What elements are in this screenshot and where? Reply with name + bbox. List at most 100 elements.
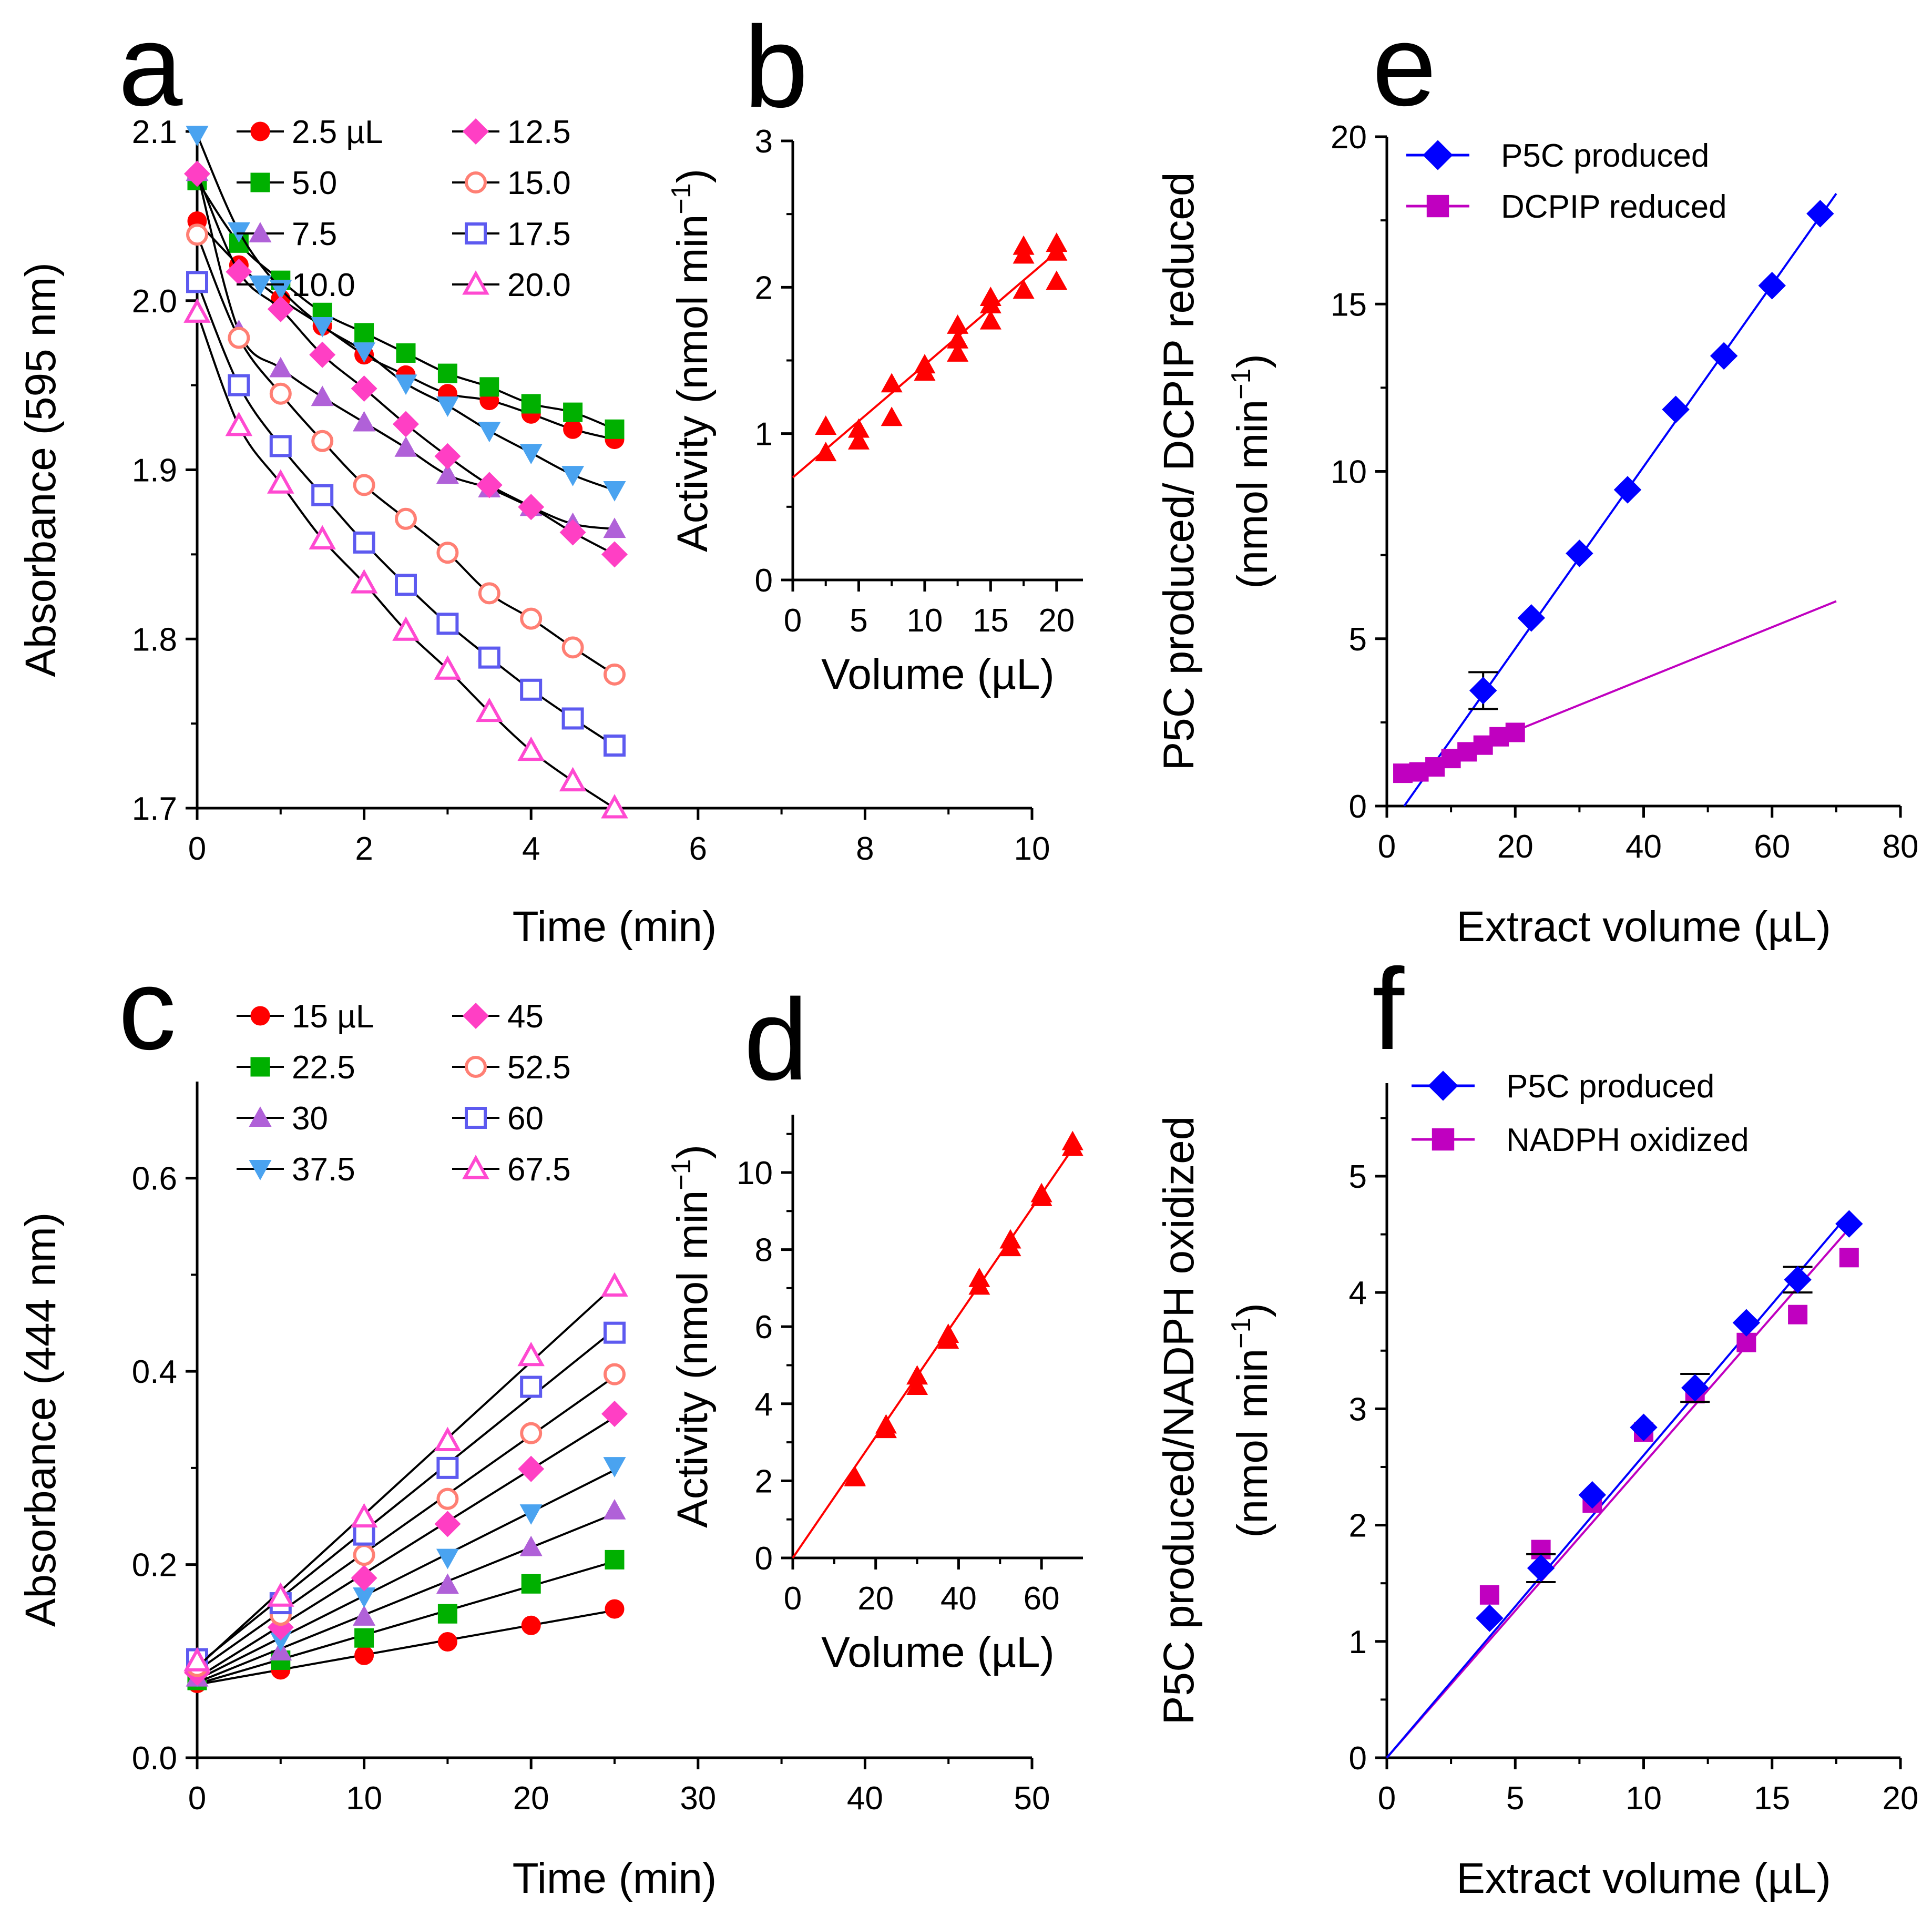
- y-tick-label: 1.9: [132, 453, 177, 489]
- panel-letter: a: [118, 1, 183, 130]
- data-point: [267, 295, 294, 322]
- x-tick-label: 40: [941, 1581, 977, 1617]
- x-tick-label: 8: [856, 831, 874, 867]
- x-tick-label: 20: [1883, 1780, 1919, 1817]
- data-point: [311, 385, 334, 406]
- x-tick-label: 0: [1378, 1780, 1396, 1817]
- legend-item: 15 µL: [237, 998, 374, 1035]
- legend-marker: [462, 270, 489, 295]
- data-point: [561, 707, 584, 730]
- data-point: [1566, 539, 1593, 567]
- data-point: [186, 126, 209, 147]
- data-point: [1457, 742, 1477, 762]
- y-tick-label: 0.4: [132, 1354, 177, 1390]
- legend-marker: [1423, 140, 1453, 170]
- data-point: [559, 767, 587, 792]
- data-point: [228, 327, 250, 349]
- data-point: [436, 1456, 459, 1479]
- data-point: [604, 734, 626, 757]
- data-point: [521, 1574, 541, 1594]
- y-tick-label: 15: [1331, 287, 1367, 323]
- data-point: [311, 484, 334, 506]
- series-6: [186, 271, 626, 757]
- y-tick-label: 2: [755, 270, 773, 306]
- legend-marker: [249, 1106, 272, 1127]
- data-point: [1527, 1554, 1555, 1582]
- x-tick-label: 10: [346, 1780, 382, 1817]
- fit-line: [196, 1285, 616, 1668]
- x-tick-label: 60: [1024, 1581, 1060, 1617]
- data-point: [394, 374, 417, 395]
- x-tick-label: 5: [850, 603, 867, 639]
- fit-line: [1403, 193, 1837, 807]
- data-point: [267, 469, 294, 494]
- data-point: [267, 1582, 294, 1607]
- data-point: [844, 1466, 866, 1486]
- data-point: [436, 1548, 459, 1570]
- y-axis-label: Absorbance (444 nm): [17, 1212, 65, 1627]
- data-point: [1393, 763, 1413, 783]
- data-point: [604, 1321, 626, 1344]
- data-point: [183, 160, 211, 187]
- panel-e: e 0 20 40 60 80 0 5 10 15 20 Extract volume (µL) P5C…: [1155, 1, 1918, 951]
- y-tick-label: 0: [755, 563, 773, 599]
- x-tick-label: 80: [1883, 829, 1919, 865]
- data-point: [437, 363, 457, 383]
- data-point: [906, 1365, 928, 1385]
- data-point: [1476, 1604, 1504, 1632]
- data-point: [847, 430, 870, 450]
- data-point: [1013, 279, 1035, 299]
- data-point: [186, 223, 208, 246]
- data-point: [183, 298, 211, 323]
- fit-line: [197, 1609, 615, 1686]
- data-point: [350, 1503, 378, 1528]
- data-point: [1578, 1481, 1607, 1509]
- data-point: [561, 636, 584, 659]
- x-tick-label: 40: [847, 1780, 883, 1817]
- x-tick-label: 2: [355, 831, 373, 867]
- data-point: [947, 329, 969, 349]
- data-point: [563, 419, 583, 439]
- y-tick-label: 1: [1349, 1624, 1367, 1660]
- legend-label: 5.0: [292, 165, 337, 201]
- data-point: [1061, 1130, 1083, 1150]
- data-point: [517, 736, 545, 761]
- data-point: [605, 419, 625, 439]
- data-point: [519, 1535, 543, 1556]
- fit-line: [197, 1560, 615, 1685]
- x-tick-label: 50: [1014, 1780, 1050, 1817]
- y-axis-label: P5C produced/NADPH oxidized: [1155, 1116, 1203, 1725]
- legend-item: 37.5: [237, 1151, 355, 1188]
- data-point: [937, 1323, 959, 1343]
- data-point: [1613, 476, 1642, 504]
- data-point: [1013, 235, 1035, 255]
- legend-label: 15.0: [507, 165, 571, 201]
- y-axis-unit-close: ): [1229, 354, 1276, 368]
- data-point: [269, 435, 292, 457]
- legend-item: 5.0: [237, 165, 337, 201]
- legend-item: 22.5: [237, 1049, 355, 1086]
- y-tick-label: 2.1: [132, 114, 177, 150]
- series-3: [186, 1457, 626, 1687]
- legend-label: P5C produced: [1506, 1068, 1714, 1105]
- data-point: [999, 1229, 1021, 1249]
- data-point: [559, 519, 586, 546]
- legend-marker: [249, 222, 272, 243]
- data-point: [968, 1267, 990, 1287]
- data-point: [601, 541, 628, 568]
- legend-marker: [462, 1002, 489, 1030]
- x-tick-label: 4: [522, 831, 540, 867]
- y-tick-label: 3: [755, 124, 773, 160]
- x-axis-label: Time (min): [513, 1854, 717, 1902]
- fit-line: [196, 1329, 616, 1666]
- data-point: [269, 382, 292, 405]
- data-point: [436, 613, 459, 635]
- series-0-points: [1468, 200, 1834, 710]
- data-point: [1784, 1266, 1812, 1294]
- fit-curve: [196, 220, 615, 441]
- data-point: [906, 1375, 928, 1395]
- series-2: [186, 1499, 626, 1687]
- series-7: [183, 1272, 628, 1672]
- data-point: [1835, 1210, 1863, 1238]
- x-tick-label: 20: [1038, 603, 1075, 639]
